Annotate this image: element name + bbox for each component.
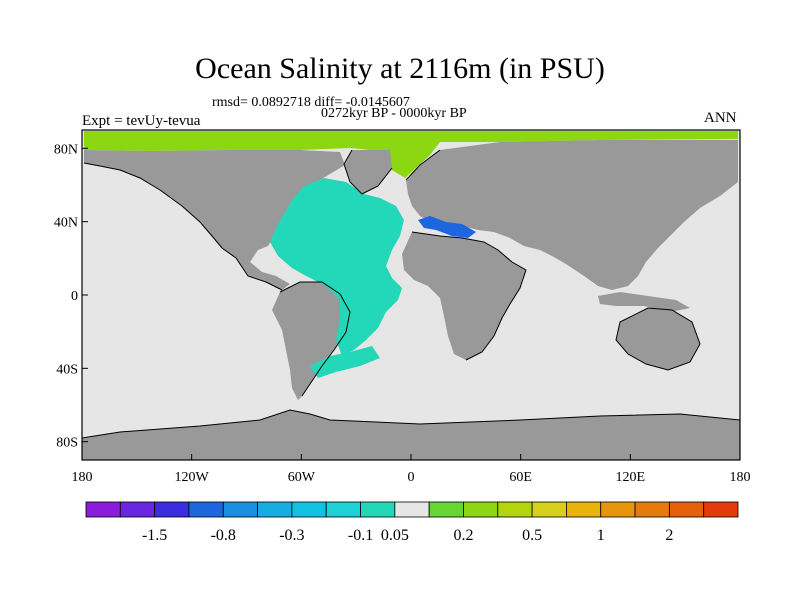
colorbar-box — [325, 501, 361, 518]
lat-tick-label: 40N — [54, 216, 78, 231]
south-atlantic-anomaly — [310, 346, 380, 378]
colorbar-label: -1.5 — [142, 527, 167, 544]
lon-tick-label: 180 — [72, 470, 93, 485]
arctic-anomaly — [84, 131, 738, 178]
colorbar: -1.5 -0.8 -0.3 -0.1 0.05 0.2 0.5 1 2 — [85, 501, 739, 544]
plot-title: Ocean Salinity at 2116m (in PSU) — [195, 52, 605, 85]
colorbar-box — [566, 501, 602, 518]
colorbar-box — [154, 501, 190, 518]
experiment-label: Expt = tevUy-tevua — [82, 113, 201, 129]
stats-line: rmsd= 0.0892718 diff= -0.0145607 — [212, 95, 410, 110]
period-line: 0272kyr BP - 0000kyr BP — [321, 106, 467, 121]
colorbar-box — [497, 501, 533, 518]
colorbar-label: 1 — [597, 527, 605, 544]
colorbar-box — [257, 501, 293, 518]
coastlines — [81, 149, 741, 439]
land-south-america — [272, 282, 350, 400]
colorbar-label: -0.3 — [279, 527, 304, 544]
lon-tick-label: 120W — [175, 470, 210, 485]
colorbar-box — [360, 501, 396, 518]
latitude-axis: 80N 40N 0 40S 80S — [54, 142, 88, 451]
colorbar-box — [600, 501, 636, 518]
atlantic-anomaly — [270, 178, 404, 356]
land-antarctica — [82, 410, 740, 460]
land-north-america — [84, 150, 345, 290]
lon-tick-label: 0 — [408, 470, 415, 485]
colorbar-box — [222, 501, 258, 518]
lon-tick-label: 60E — [509, 470, 532, 485]
lat-tick-label: 0 — [71, 289, 78, 304]
colorbar-box — [85, 501, 121, 518]
land-maritime-continent — [598, 292, 690, 312]
colorbar-box — [531, 501, 567, 518]
colorbar-box — [188, 501, 224, 518]
colorbar-label: -0.1 — [348, 527, 373, 544]
land-africa — [402, 232, 526, 360]
colorbar-label: 0.5 — [522, 527, 542, 544]
colorbar-box — [394, 501, 430, 518]
lon-tick-label: 120E — [616, 470, 646, 485]
colorbar-label: 0.2 — [453, 527, 473, 544]
colorbar-box — [634, 501, 670, 518]
colorbar-box — [703, 501, 739, 518]
salinity-map — [81, 129, 741, 461]
colorbar-label: 2 — [665, 527, 673, 544]
land-australia — [616, 308, 700, 370]
lat-tick-label: 80N — [54, 142, 78, 157]
mediterranean-anomaly — [418, 216, 476, 238]
colorbar-box — [119, 501, 156, 518]
colorbar-box — [291, 501, 327, 518]
colorbar-label: -0.8 — [211, 527, 236, 544]
colorbar-box — [463, 501, 499, 518]
lon-tick-label: 60W — [288, 470, 316, 485]
longitude-axis: 180 120W 60W 0 60E 120E 180 — [72, 454, 751, 485]
season-label: ANN — [704, 110, 737, 126]
lat-tick-label: 40S — [56, 362, 78, 377]
lat-tick-label: 80S — [56, 436, 78, 451]
colorbar-box — [428, 501, 464, 518]
land-eurasia — [406, 140, 738, 290]
lon-tick-label: 180 — [730, 470, 751, 485]
colorbar-label: 0.05 — [381, 527, 409, 544]
colorbar-box — [668, 501, 705, 518]
